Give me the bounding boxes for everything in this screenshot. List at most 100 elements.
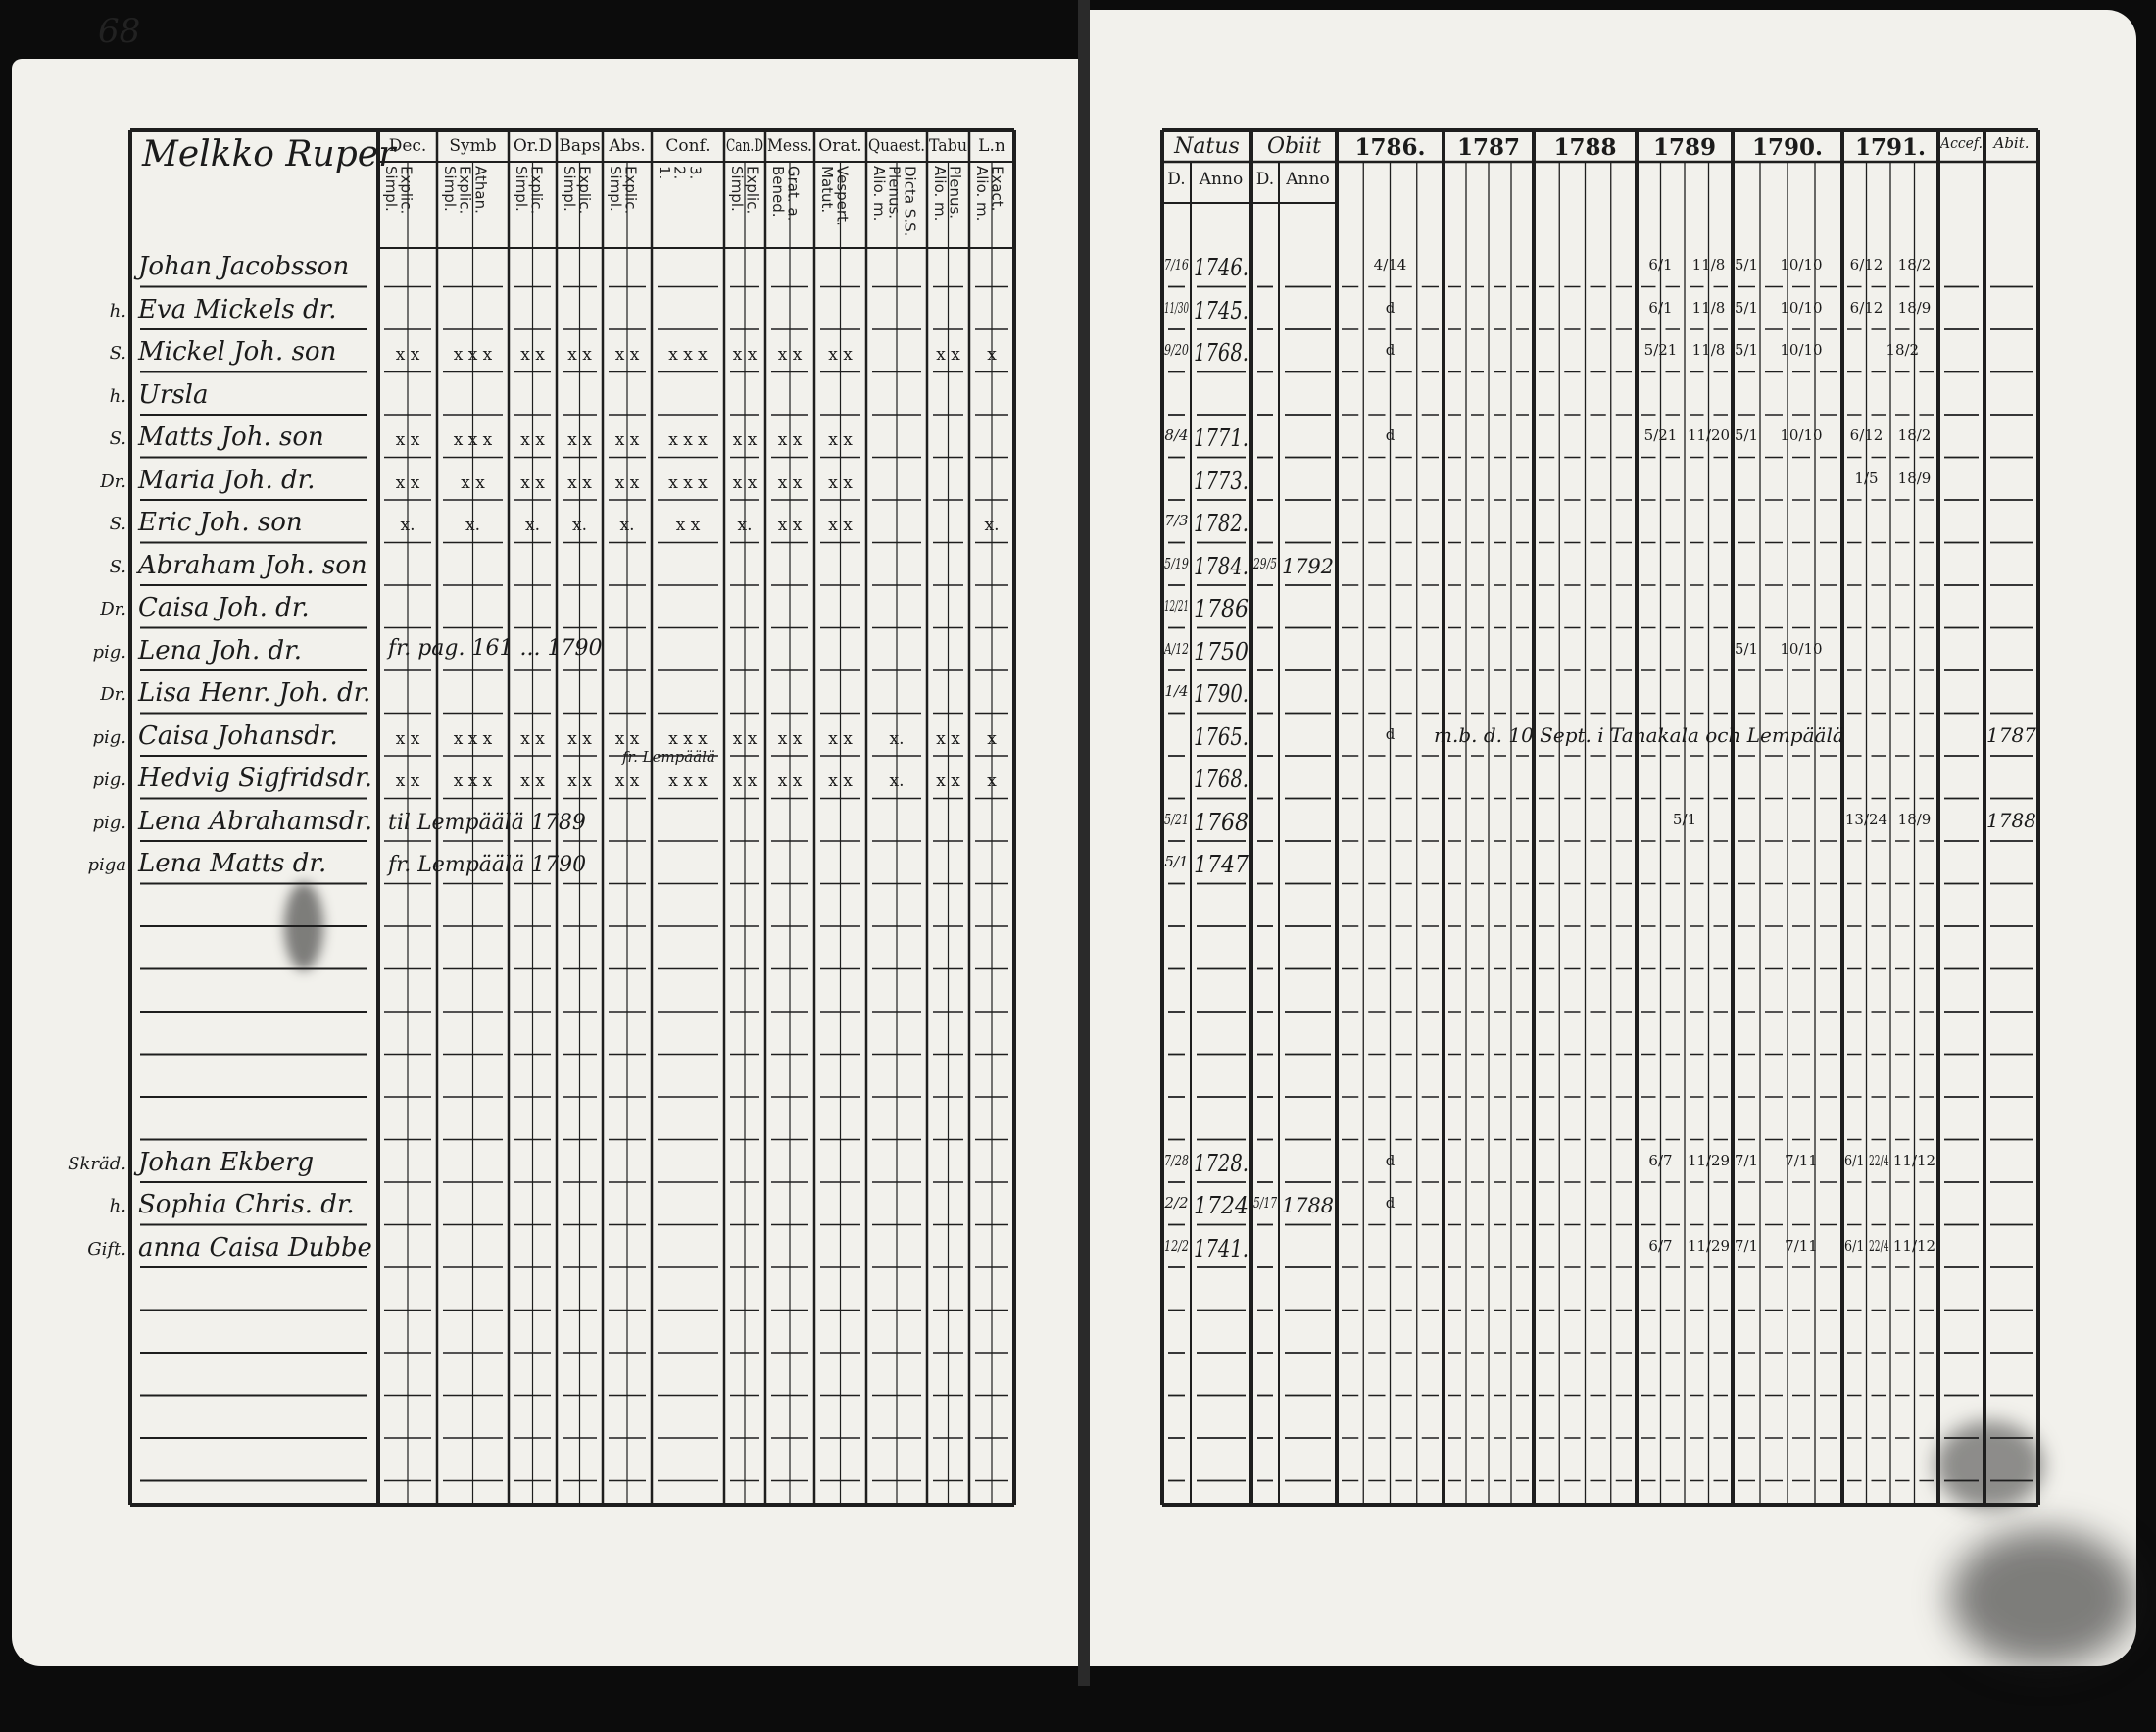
birth-day: 2/2 — [1164, 1194, 1189, 1212]
mark-cell: x x — [732, 728, 758, 749]
mark-cell: x x — [732, 345, 758, 365]
person-name: Matts Joh. son — [138, 422, 324, 452]
year-cell-1789: 11/20 — [1687, 426, 1731, 444]
year-cell-1789: 11/8 — [1691, 298, 1726, 317]
birth-year: 1768 — [1194, 808, 1250, 836]
birth-year: 1741. — [1194, 1234, 1250, 1262]
year-cell-1791: 11/12 — [1892, 1236, 1936, 1255]
mark-cell: x. — [525, 516, 540, 535]
obiit-year-header: Anno — [1286, 170, 1330, 189]
annotation: m.b. d. 10 Sept. i Tanakala och Lempäälä — [1434, 722, 1844, 747]
column-header-12: L.n — [978, 136, 1005, 156]
column-subheader-4: Explic. Simpl. — [560, 166, 594, 215]
book-spine — [1078, 0, 1090, 1686]
abit-header: Abit. — [1993, 134, 2030, 152]
year-cell-1786: 4/14 — [1373, 256, 1407, 273]
column-header-4: Baps — [559, 136, 601, 156]
year-header-1786: 1786. — [1354, 134, 1426, 161]
mark-cell: x x x — [453, 771, 493, 791]
mark-cell: x x — [777, 345, 803, 365]
mark-cell: x x — [567, 771, 592, 791]
birth-day: 11/30 — [1164, 298, 1189, 317]
person-name: Caisa Joh. dr. — [138, 593, 310, 622]
birth-day: 8/4 — [1164, 426, 1189, 444]
birth-day: 9/20 — [1164, 341, 1189, 359]
annotation: til Lempäälä 1789 — [388, 810, 586, 835]
year-cell-1791: 18/9 — [1897, 810, 1932, 828]
stain — [1936, 1421, 2043, 1509]
birth-year: 1768. — [1194, 766, 1250, 793]
year-header-1788: 1788 — [1553, 134, 1617, 161]
mark-cell: x x — [777, 516, 803, 535]
year-cell-1789: 5/21 — [1643, 426, 1678, 444]
year-cell-1786: d — [1385, 298, 1396, 317]
mark-cell: x x — [828, 345, 853, 365]
column-subheader-8: Grat. a. Bened. — [768, 166, 803, 222]
birth-year: 1724 — [1194, 1192, 1250, 1219]
column-subheader-2: Athan. Explic. Simpl. — [440, 166, 490, 215]
mark-cell: x x — [614, 728, 640, 749]
mark-cell: x x — [936, 728, 960, 749]
year-cell-1789: 11/8 — [1691, 256, 1726, 273]
year-cell-1791: 13/24 — [1844, 810, 1888, 828]
column-subheader-10: Dicta S.S. Plenus. Alio. m. — [869, 166, 919, 237]
birth-day: 12/21 — [1164, 597, 1189, 615]
row-status-prefix: Dr. — [100, 684, 126, 705]
birth-year: 1728. — [1194, 1149, 1250, 1177]
birth-year: 1786 — [1194, 595, 1250, 622]
column-subheader-5: Explic. Simpl. — [606, 166, 640, 215]
person-name: Caisa Johansdr. — [138, 720, 338, 751]
mark-cell: x. — [400, 516, 416, 535]
row-status-prefix: Skräd. — [68, 1153, 126, 1174]
birth-day: 12/2 — [1164, 1236, 1189, 1255]
annotation: fr. Lempäälä 1790 — [388, 853, 587, 877]
person-name: Lena Matts dr. — [138, 849, 327, 878]
year-cell-1791: 22/4 — [1868, 1236, 1889, 1255]
birth-day: 5/19 — [1164, 554, 1189, 572]
person-name: Eva Mickels dr. — [138, 294, 337, 324]
obiit-header: Obiit — [1266, 134, 1322, 159]
death-year: 1792 — [1282, 554, 1335, 578]
column-header-1: Dec. — [388, 136, 427, 156]
person-name: Johan Jacobsson — [138, 252, 350, 281]
mark-cell: x x — [395, 771, 420, 791]
mark-cell: x. — [737, 516, 753, 535]
year-cell-1786: d — [1385, 724, 1396, 743]
year-cell-1790: 10/10 — [1780, 639, 1823, 658]
mark-cell: x — [987, 345, 997, 365]
person-name: Maria Joh. dr. — [138, 465, 316, 495]
column-subheader-3: Explic. Simpl. — [512, 166, 546, 215]
person-name: Lisa Henr. Joh. dr. — [138, 678, 371, 708]
mark-cell: x. — [889, 728, 905, 749]
mark-cell: x x — [520, 771, 545, 791]
mark-cell: x x x — [453, 430, 493, 450]
birth-day: 7/28 — [1164, 1151, 1189, 1169]
year-cell-1790: 5/1 — [1735, 639, 1758, 658]
mark-cell: x x x — [453, 345, 493, 365]
column-header-10: Quaest. — [868, 136, 925, 156]
year-header-1791: 1791. — [1854, 134, 1927, 161]
column-header-5: Abs. — [609, 136, 646, 156]
row-status-prefix: S. — [109, 556, 126, 577]
mark-cell: x x — [828, 728, 853, 749]
birth-year: 1771. — [1194, 424, 1250, 452]
year-cell-1789: 5/1 — [1672, 810, 1697, 828]
column-subheader-1: Explic. Simpl. — [381, 166, 416, 215]
death-year: 1788 — [1282, 1194, 1335, 1217]
year-cell-1791: 18/9 — [1897, 469, 1932, 487]
mark-cell: x x — [936, 345, 960, 365]
natus-header: Natus — [1174, 134, 1240, 159]
year-cell-1790: 5/1 — [1735, 256, 1758, 273]
village-title: Melkko Ruper — [142, 134, 396, 174]
year-cell-1791: 18/2 — [1897, 426, 1932, 444]
birth-year: 1747 — [1194, 851, 1250, 878]
mark-cell: x x — [520, 728, 545, 749]
person-name: Lena Joh. dr. — [138, 635, 302, 666]
year-cell-1790: 10/10 — [1780, 341, 1823, 359]
accef-header: Accef. — [1940, 134, 1984, 152]
mark-cell: x x — [828, 516, 853, 535]
column-header-2: Symb — [449, 136, 497, 156]
mark-cell: x x — [395, 430, 420, 450]
year-cell-1786: d — [1385, 1151, 1396, 1169]
birth-year: 1750 — [1194, 637, 1250, 666]
